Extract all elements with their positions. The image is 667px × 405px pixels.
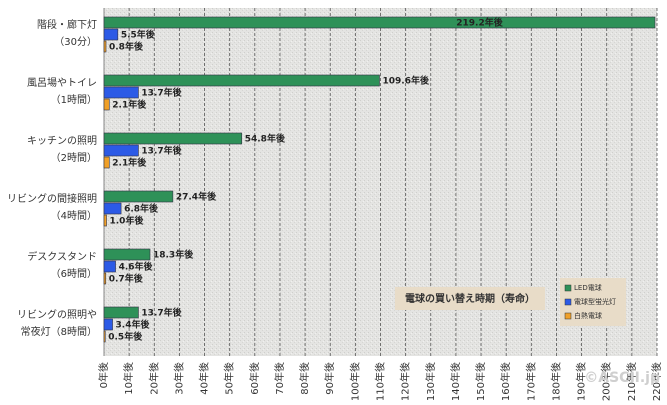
legend-swatch <box>564 312 572 320</box>
bar <box>103 248 151 261</box>
x-tick-label: 150年後 <box>474 362 487 401</box>
y-tick-label: デスクスタンド <box>27 250 97 263</box>
value-label: 13.7年後 <box>141 307 182 319</box>
x-tick-label: 90年後 <box>323 362 336 395</box>
y-tick-label: （30分） <box>54 36 97 48</box>
value-label: 0.8年後 <box>109 41 144 53</box>
x-tick-label: 80年後 <box>298 362 311 395</box>
bar <box>103 330 106 343</box>
value-label: 0.7年後 <box>109 273 144 285</box>
y-tick-label: （2時間） <box>51 152 97 164</box>
value-label: 54.8年後 <box>245 133 286 145</box>
y-tick-label: 階段・廊下灯 <box>37 18 97 31</box>
y-tick-label: リビングの照明や <box>17 308 97 321</box>
value-label: 27.4年後 <box>176 191 217 203</box>
x-tick-label: 210年後 <box>625 362 638 401</box>
bar <box>103 214 107 227</box>
legend-label: 白熱電球 <box>574 311 602 320</box>
x-tick-label: 10年後 <box>122 362 135 395</box>
y-tick-label: リビングの間接照明 <box>7 192 97 205</box>
value-label: 2.1年後 <box>112 99 147 111</box>
bar <box>103 28 119 41</box>
value-label: 13.7年後 <box>141 87 182 99</box>
bar <box>103 318 113 331</box>
bar <box>103 16 656 29</box>
x-tick-label: 50年後 <box>223 362 236 395</box>
x-tick-label: 170年後 <box>524 362 537 401</box>
bar <box>103 272 107 285</box>
bar <box>103 190 174 203</box>
bar <box>103 144 139 157</box>
value-label: 3.4年後 <box>116 319 151 331</box>
x-tick-label: 190年後 <box>575 362 588 401</box>
watermark: ©ASCII.jp <box>584 370 660 386</box>
x-tick-label: 20年後 <box>147 362 160 395</box>
value-label: 4.6年後 <box>119 261 154 273</box>
annotation: 電球の買い替え時期（寿命） <box>405 292 535 305</box>
x-tick-label: 0年後 <box>97 362 110 388</box>
bar <box>103 86 139 99</box>
legend-swatch <box>564 298 572 306</box>
x-tick-label: 220年後 <box>650 362 663 401</box>
bar <box>103 74 380 87</box>
legend-label: LED電球 <box>574 283 602 292</box>
x-tick-label: 180年後 <box>549 362 562 401</box>
bar <box>103 306 139 319</box>
x-tick-label: 30年後 <box>172 362 185 395</box>
y-tick-label: 常夜灯（8時間） <box>21 325 97 338</box>
value-label: 5.5年後 <box>121 29 156 41</box>
bar <box>103 202 122 215</box>
bar <box>103 132 243 145</box>
bar <box>103 40 107 53</box>
y-tick-label: キッチンの照明 <box>27 135 97 147</box>
x-tick-label: 130年後 <box>424 362 437 401</box>
y-tick-label: （1時間） <box>51 94 97 106</box>
legend-swatch <box>564 284 572 292</box>
bar <box>103 260 116 273</box>
x-tick-label: 160年後 <box>499 362 512 401</box>
y-tick-label: 風呂場やトイレ <box>27 76 97 89</box>
x-tick-label: 110年後 <box>374 362 387 401</box>
value-label: 18.3年後 <box>153 249 194 261</box>
annotation-box <box>395 287 545 310</box>
bar <box>103 98 110 111</box>
value-label: 6.8年後 <box>124 203 159 215</box>
x-tick-label: 60年後 <box>248 362 261 395</box>
value-label: 2.1年後 <box>112 157 147 169</box>
bar <box>103 156 110 169</box>
x-tick-label: 120年後 <box>399 362 412 401</box>
value-label: 219.2年後 <box>456 17 503 29</box>
y-tick-label: （4時間） <box>51 210 97 222</box>
y-tick-label: （6時間） <box>51 268 97 280</box>
x-tick-label: 40年後 <box>198 362 211 395</box>
value-label: 13.7年後 <box>141 145 182 157</box>
x-tick-label: 200年後 <box>600 362 613 401</box>
value-label: 109.6年後 <box>382 75 429 87</box>
legend-label: 電球型蛍光灯 <box>574 297 616 306</box>
x-tick-label: 70年後 <box>273 362 286 395</box>
x-tick-label: 100年後 <box>348 362 361 401</box>
x-tick-label: 140年後 <box>449 362 462 401</box>
value-label: 1.0年後 <box>110 215 145 227</box>
value-label: 0.5年後 <box>108 331 143 343</box>
